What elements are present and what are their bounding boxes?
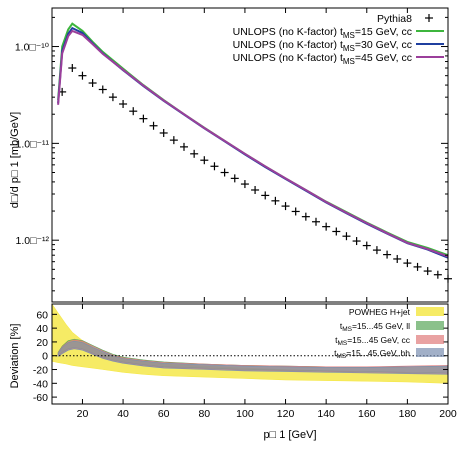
deviation-xtick-label: 100 bbox=[236, 408, 254, 420]
deviation-xtick-label: 80 bbox=[198, 408, 210, 420]
pythia8-point bbox=[159, 128, 168, 137]
pythia8-point bbox=[372, 246, 381, 255]
deviation-xtick-label: 160 bbox=[358, 408, 376, 420]
pythia8-point bbox=[139, 114, 148, 123]
pythia8-point bbox=[383, 250, 392, 259]
pythia8-point bbox=[393, 254, 402, 263]
pythia8-point bbox=[291, 207, 300, 216]
deviation-ytick-label: 60 bbox=[36, 309, 48, 321]
pythia8-point bbox=[251, 185, 260, 194]
pythia8-point bbox=[433, 270, 442, 279]
deviation-legend-swatch bbox=[416, 307, 444, 316]
pythia8-point bbox=[169, 136, 178, 145]
deviation-ytick-label: -20 bbox=[33, 365, 48, 377]
pythia8-point bbox=[261, 191, 270, 200]
deviation-plot-legend: POWHEG H+jet tMS=15...45 GeV, ll tMS=15...… bbox=[334, 307, 444, 360]
main-legend-label: UNLOPS (no K-factor) tMS=15 GeV, cc bbox=[233, 26, 412, 40]
deviation-ytick-label: 0 bbox=[42, 351, 48, 363]
pythia8-point bbox=[98, 85, 107, 94]
deviation-xtick-label: 60 bbox=[158, 408, 170, 420]
deviation-xtick-label: 200 bbox=[439, 408, 457, 420]
pythia8-point bbox=[180, 142, 188, 151]
main-legend-marker bbox=[425, 14, 433, 22]
pythia8-point bbox=[210, 162, 219, 171]
pythia8-point bbox=[149, 121, 158, 130]
pythia8-point bbox=[230, 174, 239, 183]
main-legend-label: UNLOPS (no K-factor) tMS=45 GeV, cc bbox=[233, 52, 412, 66]
x-axis-label: p□ 1 [GeV] bbox=[263, 429, 316, 441]
deviation-xtick-label: 20 bbox=[77, 408, 89, 420]
pythia8-point bbox=[240, 180, 249, 189]
pythia8-point bbox=[312, 217, 320, 226]
deviation-ytick-label: -60 bbox=[33, 392, 48, 404]
pythia8-point bbox=[342, 232, 351, 241]
deviation-legend-label: tMS=15...45 GeV, ll bbox=[340, 321, 410, 333]
pythia8-point bbox=[68, 64, 77, 73]
deviation-plot-frame bbox=[51, 303, 449, 405]
pythia8-point bbox=[281, 202, 290, 211]
deviation-xtick-label: 180 bbox=[399, 408, 417, 420]
pythia8-point bbox=[322, 222, 331, 231]
main-ytick-label: 1.0□⁻¹² bbox=[16, 235, 50, 247]
pythia8-point bbox=[78, 71, 87, 80]
pythia8-point bbox=[332, 227, 341, 236]
deviation-ytick-label: 40 bbox=[36, 323, 48, 335]
pythia8-point bbox=[403, 259, 412, 268]
pythia8-point bbox=[423, 267, 432, 276]
pythia8-point bbox=[301, 212, 310, 221]
deviation-legend-swatch bbox=[416, 321, 444, 330]
pythia8-point bbox=[271, 196, 280, 205]
deviation-legend-label: POWHEG H+jet bbox=[349, 307, 411, 317]
unlops-series-line-3 bbox=[57, 29, 449, 258]
main-plot-frame bbox=[51, 7, 449, 303]
main-legend-label: Pythia8 bbox=[377, 13, 412, 25]
pythia8-point bbox=[129, 107, 138, 116]
pythia8-point bbox=[119, 99, 128, 108]
deviation-plot-ylabel: Deviation [%] bbox=[9, 324, 21, 389]
pythia8-point bbox=[352, 237, 361, 246]
deviation-legend-label: tMS=15...45 GeV, cc bbox=[335, 335, 411, 347]
pythia8-point bbox=[88, 79, 97, 88]
deviation-legend-swatch bbox=[416, 335, 444, 344]
deviation-xtick-label: 120 bbox=[277, 408, 295, 420]
pythia8-point bbox=[108, 93, 117, 102]
pythia8-point bbox=[200, 156, 209, 165]
main-ytick-label: 1.0□⁻¹¹ bbox=[16, 138, 50, 150]
deviation-plot-panel: Deviation [%] 20 40 60 80 100 120 140 160 180 200… bbox=[9, 303, 457, 441]
deviation-xtick-label: 140 bbox=[317, 408, 335, 420]
deviation-ytick-label: 20 bbox=[36, 337, 48, 349]
main-legend-label: UNLOPS (no K-factor) tMS=30 GeV, cc bbox=[233, 39, 412, 53]
pythia8-point bbox=[413, 262, 422, 271]
pythia8-point bbox=[362, 241, 371, 250]
main-plot-ylabel: d□/d p□ 1 [mb/GeV] bbox=[9, 112, 21, 208]
deviation-xtick-label: 40 bbox=[117, 408, 129, 420]
deviation-legend-label: tMS=15...45 GeV, hh bbox=[334, 348, 410, 360]
main-ytick-label: 1.0□⁻¹⁰ bbox=[15, 42, 50, 54]
main-plot-panel: d□/d p□ 1 [mb/GeV] 1.0□⁻¹⁰ 1.0□⁻¹¹ 1.0□⁻¹²… bbox=[9, 7, 452, 303]
deviation-ytick-label: -40 bbox=[33, 378, 48, 390]
pythia8-point bbox=[220, 168, 229, 177]
pythia8-point bbox=[190, 149, 199, 158]
deviation-legend-swatch bbox=[416, 348, 444, 357]
